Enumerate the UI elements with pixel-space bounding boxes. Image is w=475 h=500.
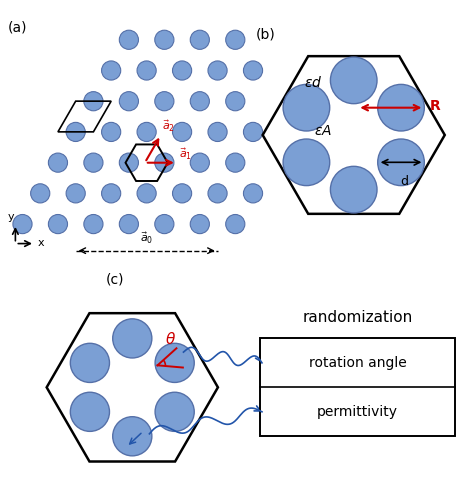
Circle shape xyxy=(190,92,209,111)
Text: x: x xyxy=(38,238,44,248)
Circle shape xyxy=(208,61,227,80)
Circle shape xyxy=(244,184,263,203)
Text: $\vec{a}_0$: $\vec{a}_0$ xyxy=(140,231,153,246)
Circle shape xyxy=(244,61,263,80)
Circle shape xyxy=(48,153,67,172)
Circle shape xyxy=(70,344,109,382)
Circle shape xyxy=(48,214,67,234)
Circle shape xyxy=(331,166,377,213)
Circle shape xyxy=(155,153,174,172)
Text: permittivity: permittivity xyxy=(317,405,398,419)
Circle shape xyxy=(226,92,245,111)
Circle shape xyxy=(208,184,227,203)
Circle shape xyxy=(190,214,209,234)
Text: rotation angle: rotation angle xyxy=(309,356,406,370)
Text: $\vec{a}_1$: $\vec{a}_1$ xyxy=(179,146,192,162)
Circle shape xyxy=(102,122,121,142)
Circle shape xyxy=(155,344,194,382)
Text: $\varepsilon d$: $\varepsilon d$ xyxy=(304,75,323,90)
Text: randomization: randomization xyxy=(302,310,412,324)
Circle shape xyxy=(119,214,138,234)
Circle shape xyxy=(84,92,103,111)
Circle shape xyxy=(31,184,50,203)
Circle shape xyxy=(155,30,174,50)
Circle shape xyxy=(378,84,424,131)
Circle shape xyxy=(84,153,103,172)
Circle shape xyxy=(208,122,227,142)
Circle shape xyxy=(155,214,174,234)
Text: $\theta$: $\theta$ xyxy=(165,331,176,347)
Circle shape xyxy=(155,92,174,111)
Circle shape xyxy=(283,139,330,186)
Circle shape xyxy=(137,122,156,142)
Circle shape xyxy=(119,30,138,50)
Circle shape xyxy=(70,392,109,432)
Text: $\vec{a}_2$: $\vec{a}_2$ xyxy=(162,118,175,134)
Circle shape xyxy=(84,214,103,234)
Circle shape xyxy=(102,184,121,203)
Circle shape xyxy=(172,184,191,203)
Circle shape xyxy=(226,30,245,50)
Circle shape xyxy=(119,153,138,172)
Circle shape xyxy=(113,416,152,456)
Text: (c): (c) xyxy=(105,272,124,286)
Text: $\varepsilon A$: $\varepsilon A$ xyxy=(314,124,332,138)
Text: R: R xyxy=(429,99,440,113)
Text: (a): (a) xyxy=(8,21,27,35)
Circle shape xyxy=(119,92,138,111)
Circle shape xyxy=(137,61,156,80)
Bar xyxy=(259,338,455,436)
Circle shape xyxy=(113,319,152,358)
Circle shape xyxy=(13,214,32,234)
Circle shape xyxy=(172,122,191,142)
Circle shape xyxy=(66,184,85,203)
Circle shape xyxy=(378,139,424,186)
Circle shape xyxy=(244,122,263,142)
Circle shape xyxy=(137,184,156,203)
Circle shape xyxy=(66,122,85,142)
Circle shape xyxy=(226,214,245,234)
Circle shape xyxy=(190,153,209,172)
Circle shape xyxy=(155,392,194,432)
Circle shape xyxy=(190,30,209,50)
Circle shape xyxy=(331,57,377,104)
Circle shape xyxy=(102,61,121,80)
Text: d: d xyxy=(401,174,408,188)
Circle shape xyxy=(172,61,191,80)
Text: y: y xyxy=(8,212,14,222)
Circle shape xyxy=(226,153,245,172)
Circle shape xyxy=(283,84,330,131)
Text: (b): (b) xyxy=(256,28,276,42)
